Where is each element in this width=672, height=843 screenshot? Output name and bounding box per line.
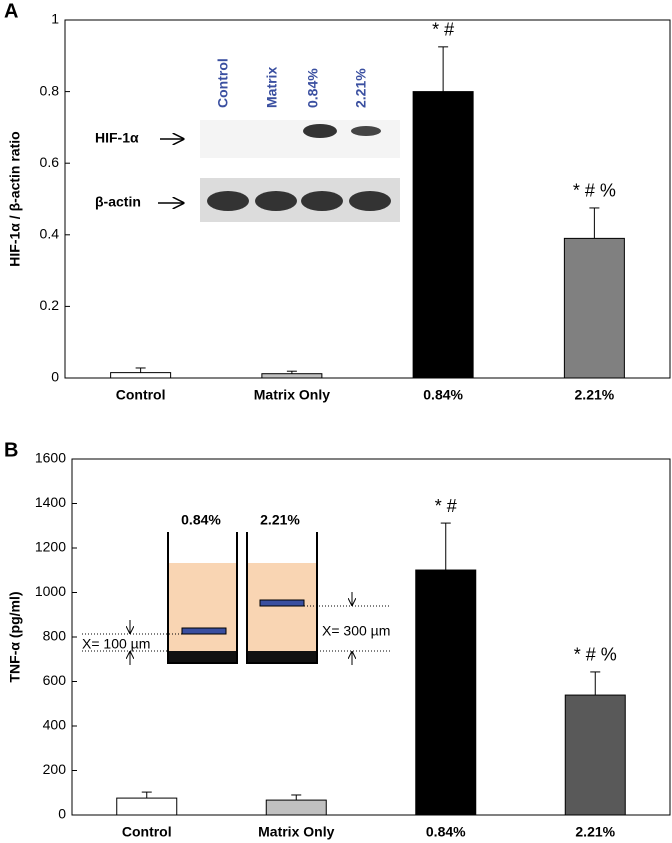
y-tick-label: 0.2	[40, 297, 60, 313]
y-tick-label: 400	[43, 717, 67, 733]
medium	[168, 563, 237, 653]
distance-label: X= 100 µm	[82, 636, 150, 652]
x-tick-label: Control	[116, 387, 166, 403]
x-tick-label: 0.84%	[426, 824, 466, 840]
y-tick-label: 0	[51, 369, 59, 385]
lane-label: Control	[215, 58, 231, 108]
significance-label: * #	[435, 496, 457, 516]
bar	[415, 569, 477, 816]
well-wall	[167, 532, 318, 664]
x-tick-label: 2.21%	[575, 824, 615, 840]
y-axis-label: HIF-1α / β-actin ratio	[7, 131, 23, 266]
matrix-disc	[181, 627, 227, 635]
lane-label: Matrix	[264, 67, 280, 108]
y-tick-label: 1	[51, 11, 59, 27]
y-tick-label: 0.4	[40, 226, 60, 242]
bar	[563, 237, 625, 379]
y-axis-label: TNF-α (pg/ml)	[7, 591, 23, 682]
y-tick-label: 0.8	[40, 82, 60, 98]
y-tick-label: 600	[43, 672, 67, 688]
y-tick-label: 800	[43, 628, 67, 644]
cells	[168, 651, 237, 663]
significance-label: * # %	[573, 181, 616, 201]
y-tick-label: 1000	[35, 583, 66, 599]
well-inset: 0.84% 2.21% X= 100 µm X= 300 µm	[82, 512, 390, 665]
y-tick-label: 1200	[35, 539, 66, 555]
x-tick-label: Matrix Only	[254, 387, 330, 403]
band	[303, 124, 337, 138]
band	[349, 191, 391, 211]
plot-frame	[64, 19, 671, 379]
well-label: 0.84%	[181, 512, 221, 528]
medium	[247, 563, 317, 653]
panel-label: B	[4, 439, 18, 461]
x-tick-label: 2.21%	[575, 387, 615, 403]
y-tick-label: 0	[58, 806, 66, 822]
row-label: HIF-1α	[95, 130, 139, 146]
distance-label: X= 300 µm	[322, 623, 390, 639]
band	[351, 126, 381, 136]
panel-label: A	[4, 0, 18, 22]
x-tick-label: 0.84%	[423, 387, 463, 403]
blot-inset: HIF-1α β-actin Control Matrix 0.84% 2.21…	[95, 58, 400, 222]
band	[255, 191, 297, 211]
x-tick-label: Matrix Only	[258, 824, 334, 840]
lane-label: 0.84%	[305, 68, 321, 108]
row-label: β-actin	[95, 194, 141, 210]
y-tick-label: 200	[43, 761, 67, 777]
bar	[564, 694, 626, 816]
cells	[247, 651, 317, 663]
bar	[116, 797, 178, 816]
significance-label: * #	[432, 20, 454, 40]
significance-label: * # %	[574, 645, 617, 665]
band	[301, 191, 343, 211]
bar	[265, 799, 327, 816]
lane-label: 2.21%	[353, 68, 369, 108]
x-tick-label: Control	[122, 824, 172, 840]
charts: A HIF-1α / β-actin ratio 0 0.2 0.4 0.6 0.8 1 Con…	[4, 0, 671, 840]
y-tick-label: 1400	[35, 494, 66, 510]
bar	[110, 372, 172, 379]
band	[207, 191, 249, 211]
y-tick-label: 0.6	[40, 154, 60, 170]
y-tick-label: 1600	[35, 450, 66, 466]
bar	[412, 91, 474, 379]
well-label: 2.21%	[260, 512, 300, 528]
matrix-disc	[259, 599, 305, 607]
bar	[261, 373, 323, 379]
blot-strip	[200, 120, 400, 158]
